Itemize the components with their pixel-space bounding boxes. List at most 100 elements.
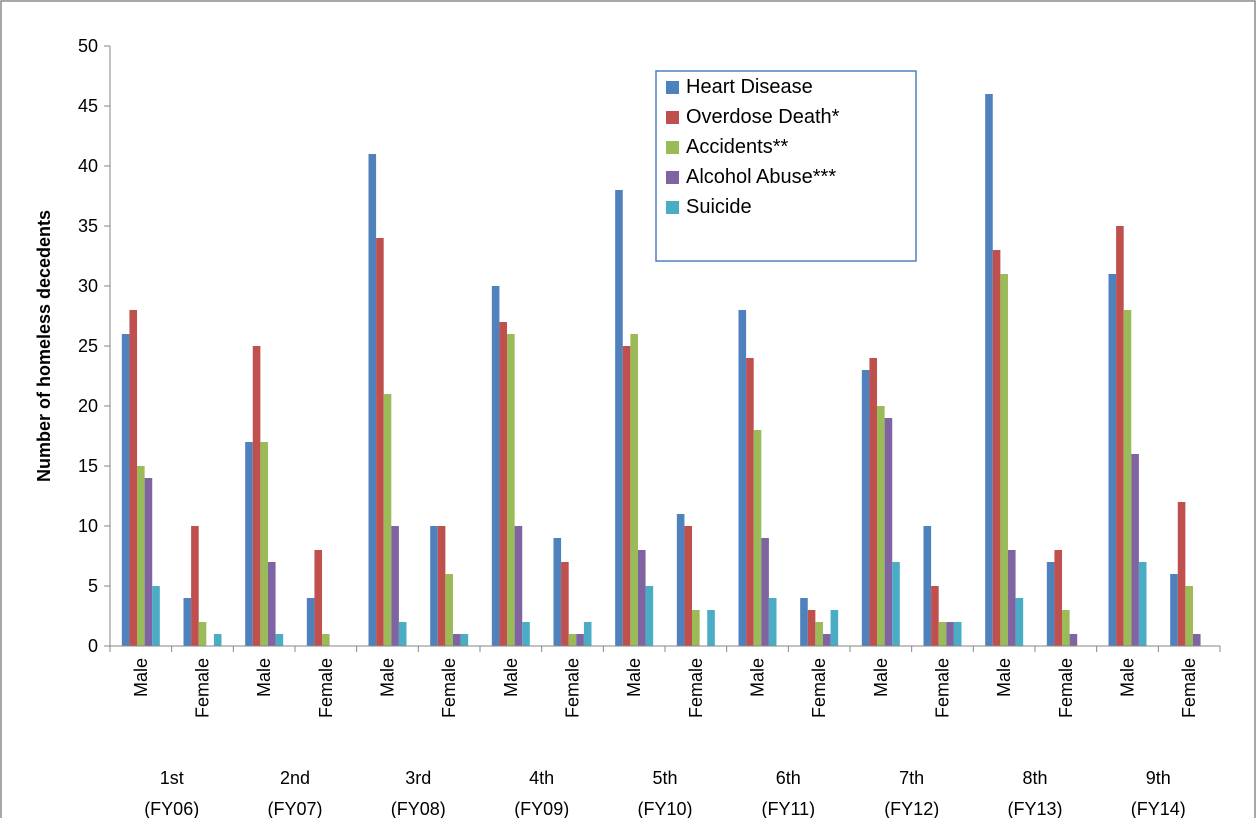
bar bbox=[753, 430, 762, 646]
x-category-label: Male bbox=[994, 658, 1014, 697]
x-group-label: 2nd bbox=[280, 768, 310, 788]
y-tick-label: 40 bbox=[78, 156, 98, 176]
bar bbox=[522, 622, 530, 646]
bar bbox=[1177, 502, 1186, 646]
bar bbox=[368, 154, 377, 646]
bar bbox=[183, 598, 192, 646]
legend-box bbox=[655, 70, 917, 262]
bar bbox=[931, 586, 939, 646]
bar bbox=[676, 514, 685, 646]
bar bbox=[1015, 598, 1024, 646]
bar bbox=[576, 634, 584, 646]
bar bbox=[129, 310, 138, 646]
bar bbox=[144, 478, 153, 646]
x-group-sublabel: (FY07) bbox=[267, 799, 322, 818]
x-group-label: 1st bbox=[160, 768, 184, 788]
x-category-label: Male bbox=[624, 658, 644, 697]
bar bbox=[322, 634, 330, 646]
legend: Heart Disease Overdose Death* Accidents** A… bbox=[655, 70, 917, 262]
bar bbox=[738, 310, 747, 646]
x-category-label: Male bbox=[254, 658, 274, 697]
x-group-label: 7th bbox=[899, 768, 924, 788]
x-group-label: 8th bbox=[1022, 768, 1047, 788]
bar bbox=[252, 346, 261, 646]
bar bbox=[707, 610, 715, 646]
legend-swatch bbox=[666, 81, 679, 94]
y-tick-label: 25 bbox=[78, 336, 98, 356]
legend-label: Heart Disease bbox=[686, 76, 813, 98]
x-group-sublabel: (FY12) bbox=[884, 799, 939, 818]
bar bbox=[191, 526, 199, 646]
y-tick-label: 15 bbox=[78, 456, 98, 476]
bar bbox=[953, 622, 962, 646]
bar bbox=[1054, 550, 1063, 646]
bar bbox=[267, 562, 276, 646]
x-category-label: Male bbox=[131, 658, 151, 697]
bar bbox=[992, 250, 1001, 646]
x-category-label: Female bbox=[563, 658, 583, 718]
bar bbox=[807, 610, 816, 646]
x-category-label: Male bbox=[871, 658, 891, 697]
bar bbox=[1192, 634, 1201, 646]
x-category-label: Female bbox=[1179, 658, 1199, 718]
legend-swatch bbox=[666, 111, 679, 124]
bar bbox=[822, 634, 831, 646]
x-group-sublabel: (FY08) bbox=[391, 799, 446, 818]
x-category-label: Male bbox=[748, 658, 768, 697]
legend-label: Overdose Death* bbox=[686, 106, 840, 128]
bar bbox=[514, 526, 523, 646]
y-tick-label: 45 bbox=[78, 96, 98, 116]
y-tick-label: 0 bbox=[88, 636, 98, 656]
bar bbox=[815, 622, 823, 646]
bar bbox=[892, 562, 900, 646]
bar bbox=[1138, 562, 1147, 646]
bar bbox=[938, 622, 947, 646]
bar bbox=[391, 526, 399, 646]
bar bbox=[1116, 226, 1124, 646]
bar bbox=[561, 562, 569, 646]
bar bbox=[430, 526, 438, 646]
x-group-label: 9th bbox=[1146, 768, 1171, 788]
bar bbox=[398, 622, 407, 646]
legend-swatch bbox=[666, 141, 679, 154]
bar bbox=[376, 238, 384, 646]
bar bbox=[553, 538, 562, 646]
x-category-label: Female bbox=[193, 658, 213, 718]
bar bbox=[445, 574, 453, 646]
x-category-label: Female bbox=[686, 658, 706, 718]
x-category-label: Female bbox=[809, 658, 829, 718]
bar bbox=[568, 634, 577, 646]
x-category-label: Male bbox=[501, 658, 521, 697]
x-group-sublabel: (FY11) bbox=[761, 799, 815, 818]
bar bbox=[630, 334, 638, 646]
bar bbox=[761, 538, 769, 646]
bar bbox=[1000, 274, 1008, 646]
y-tick-label: 20 bbox=[78, 396, 98, 416]
x-group-label: 3rd bbox=[405, 768, 431, 788]
bar bbox=[1007, 550, 1016, 646]
bar bbox=[1131, 454, 1139, 646]
x-group-sublabel: (FY13) bbox=[1007, 799, 1062, 818]
x-group-label: 4th bbox=[529, 768, 554, 788]
y-tick-label: 10 bbox=[78, 516, 98, 536]
bar bbox=[460, 634, 469, 646]
legend-swatch bbox=[666, 201, 679, 214]
bar bbox=[884, 418, 893, 646]
y-tick-label: 5 bbox=[88, 576, 98, 596]
bar bbox=[985, 94, 993, 646]
bar bbox=[260, 442, 268, 646]
y-tick-label: 30 bbox=[78, 276, 98, 296]
bar bbox=[507, 334, 515, 646]
bar bbox=[437, 526, 446, 646]
bar bbox=[152, 586, 160, 646]
bar bbox=[684, 526, 693, 646]
bar bbox=[314, 550, 323, 646]
bar bbox=[692, 610, 700, 646]
bar bbox=[1185, 586, 1193, 646]
bar bbox=[923, 526, 932, 646]
bar bbox=[768, 598, 777, 646]
legend-label: Accidents** bbox=[686, 136, 788, 158]
bar bbox=[1062, 610, 1070, 646]
